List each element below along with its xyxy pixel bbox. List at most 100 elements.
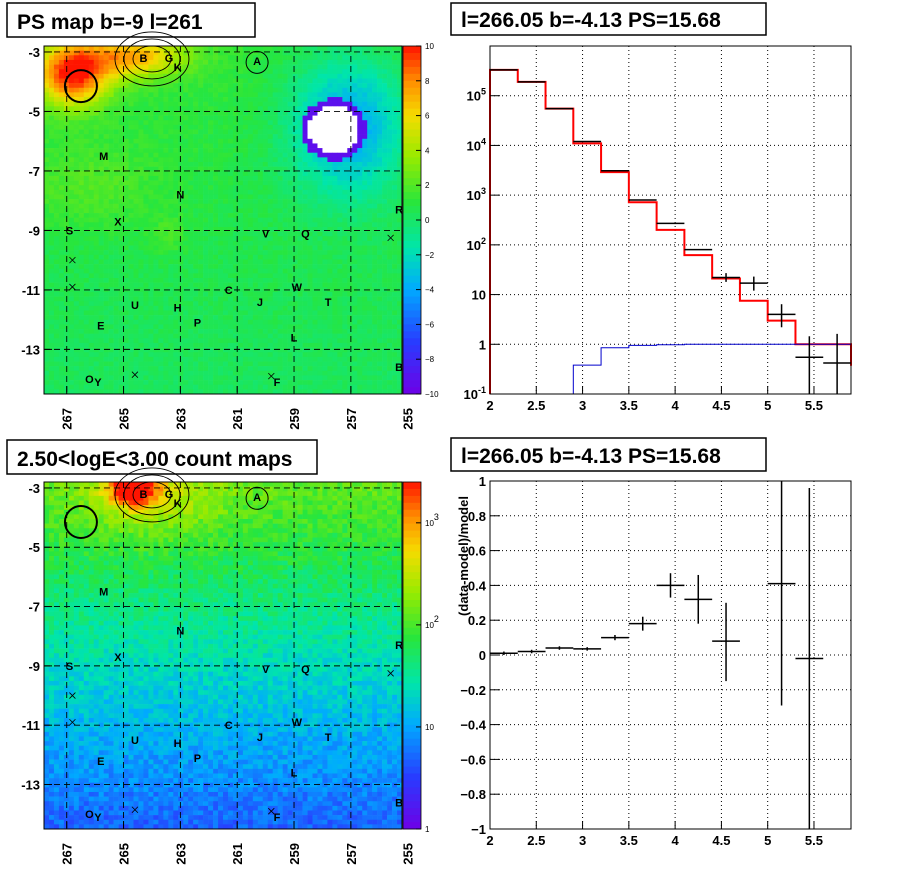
map-cell <box>317 50 323 56</box>
map-cell <box>302 101 308 107</box>
map-cell <box>347 231 353 237</box>
map-cell <box>118 185 124 191</box>
map-cell <box>53 226 60 232</box>
map-cell <box>292 282 298 288</box>
map-cell <box>53 162 60 167</box>
map-cell <box>387 250 393 256</box>
map-cell <box>113 148 119 154</box>
map-cell <box>397 268 403 274</box>
map-cell <box>367 185 373 191</box>
map-cell <box>232 310 239 316</box>
map-cell <box>297 64 303 70</box>
map-cell <box>68 217 75 223</box>
map-cell <box>337 273 343 279</box>
map-cell <box>357 83 363 89</box>
map-cell <box>123 264 129 270</box>
map-cell <box>203 152 209 158</box>
map-cell <box>148 73 154 79</box>
map-cell <box>272 236 278 242</box>
map-cell <box>178 115 184 121</box>
map-cell <box>178 278 184 283</box>
map-cell <box>242 101 249 107</box>
map-cell <box>302 171 308 177</box>
map-cell <box>262 278 269 283</box>
map-cell <box>347 236 353 242</box>
map-cell <box>218 291 224 297</box>
map-cell <box>277 315 283 321</box>
map-cell <box>317 185 323 191</box>
map-cell <box>247 361 254 367</box>
map-cell <box>118 152 124 158</box>
map-cell <box>103 106 109 112</box>
map-cell <box>242 291 249 297</box>
map-cell <box>143 101 149 107</box>
map-cell <box>272 97 278 102</box>
map-cell <box>168 217 174 223</box>
map-cell <box>227 347 234 353</box>
map-cell <box>218 278 224 283</box>
map-cell <box>322 273 328 279</box>
map-cell <box>98 264 104 270</box>
map-cell <box>218 120 224 126</box>
map-cell <box>337 46 343 51</box>
map-cell <box>292 138 298 144</box>
map-cell <box>257 361 264 367</box>
map-cell <box>232 157 239 163</box>
map-cell <box>48 315 55 321</box>
map-cell <box>163 245 169 251</box>
map-cell <box>218 333 224 339</box>
map-cell <box>183 101 189 107</box>
map-cell <box>93 64 99 70</box>
map-cell <box>148 291 154 297</box>
map-cell <box>118 194 124 200</box>
map-cell <box>337 124 343 130</box>
map-cell <box>317 194 323 200</box>
map-cell <box>133 157 139 163</box>
map-cell <box>237 245 244 251</box>
map-cell <box>307 240 313 246</box>
map-cell <box>93 278 99 283</box>
map-cell <box>307 310 313 316</box>
map-cell <box>183 315 189 321</box>
map-cell <box>247 185 254 191</box>
map-cell <box>252 208 259 214</box>
ps-map-title: PS map b=-9 l=261 <box>17 11 203 34</box>
map-cell <box>158 59 164 65</box>
map-cell <box>317 64 323 70</box>
map-cell <box>108 273 114 279</box>
map-cell <box>272 64 278 70</box>
map-cell <box>327 120 333 126</box>
map-cell <box>118 59 124 65</box>
map-cell <box>237 282 244 288</box>
map-cell <box>342 64 348 70</box>
map-cell <box>133 138 139 144</box>
map-cell <box>297 208 303 214</box>
map-cell <box>98 129 104 135</box>
map-cell <box>53 291 60 297</box>
map-cell <box>183 226 189 232</box>
map-cell <box>362 87 368 93</box>
map-cell <box>342 301 348 307</box>
map-cell <box>163 189 169 195</box>
map-cell <box>382 217 388 223</box>
map-cell <box>83 273 90 279</box>
map-cell <box>158 101 164 107</box>
map-cell <box>138 352 144 358</box>
map-cell <box>108 259 114 265</box>
map-cell <box>178 356 184 362</box>
map-cell <box>128 333 134 339</box>
map-cell <box>168 134 174 140</box>
map-cell <box>317 287 323 293</box>
map-cell <box>78 97 85 102</box>
map-cell <box>108 64 114 70</box>
map-cell <box>322 226 328 232</box>
map-cell <box>163 180 169 186</box>
map-cell <box>168 333 174 339</box>
map-cell <box>48 83 55 89</box>
map-cell <box>232 226 239 232</box>
map-cell <box>382 236 388 242</box>
map-cell <box>123 59 129 65</box>
map-cell <box>332 245 338 251</box>
map-cell <box>58 171 65 177</box>
map-cell <box>387 129 393 135</box>
